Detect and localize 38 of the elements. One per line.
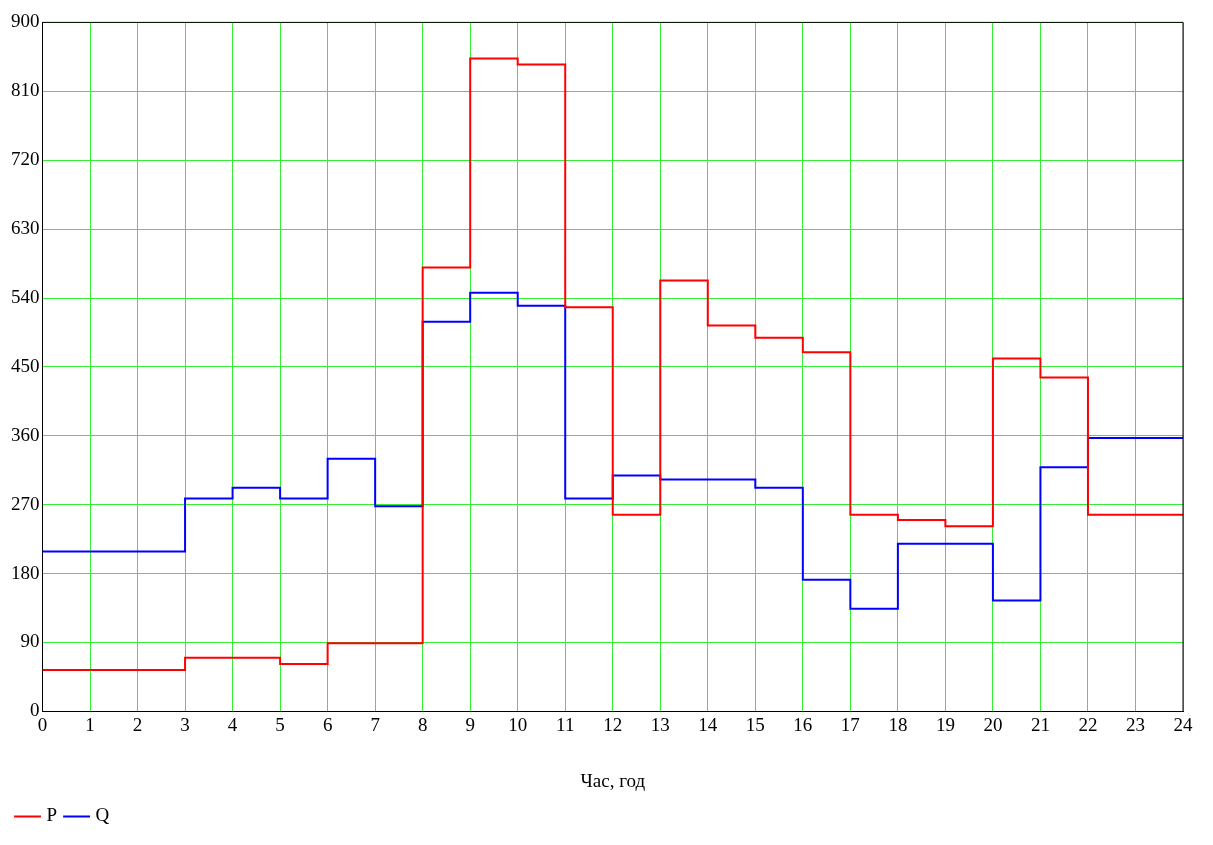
x-tick-label: 6	[322, 713, 333, 735]
x-tick-label: 19	[935, 713, 955, 735]
x-tick-label: 23	[1125, 713, 1145, 735]
y-tick-label: 180	[11, 561, 40, 583]
x-tick-label: 17	[840, 713, 860, 735]
x-tick-label: 24	[1173, 713, 1193, 735]
x-tick-label: 20	[983, 713, 1003, 735]
x-tick-label: 3	[180, 713, 190, 735]
x-tick-label: 14	[698, 713, 718, 735]
x-tick-label: 21	[1030, 713, 1050, 735]
x-tick-label: 13	[650, 713, 670, 735]
x-axis-title: Час, год	[580, 769, 646, 791]
x-tick-label: 8	[417, 713, 428, 735]
legend-label: Q	[95, 804, 110, 826]
y-tick-label: 450	[11, 354, 40, 376]
legend-label: P	[46, 804, 58, 826]
y-tick-label: 0	[30, 699, 40, 721]
y-tick-label: 540	[11, 285, 40, 307]
y-tick-label: 720	[11, 148, 40, 170]
y-tick-label: 270	[11, 492, 40, 514]
x-tick-label: 10	[508, 713, 528, 735]
y-tick-label: 360	[11, 423, 40, 445]
x-tick-label: 4	[227, 713, 238, 735]
x-tick-label: 16	[793, 713, 813, 735]
x-tick-label: 5	[275, 713, 285, 735]
y-tick-label: 810	[11, 79, 40, 101]
x-tick-label: 9	[465, 713, 475, 735]
y-tick-label: 630	[11, 217, 40, 239]
x-tick-label: 12	[603, 713, 623, 735]
x-tick-label: 22	[1078, 713, 1098, 735]
x-tick-label: 18	[888, 713, 908, 735]
x-tick-label: 2	[132, 713, 143, 735]
x-tick-label: 1	[85, 713, 95, 735]
y-tick-label: 900	[11, 10, 40, 32]
x-tick-label: 11	[556, 713, 575, 735]
x-tick-label: 15	[745, 713, 765, 735]
x-tick-label: 7	[370, 713, 380, 735]
y-tick-label: 90	[20, 630, 40, 652]
